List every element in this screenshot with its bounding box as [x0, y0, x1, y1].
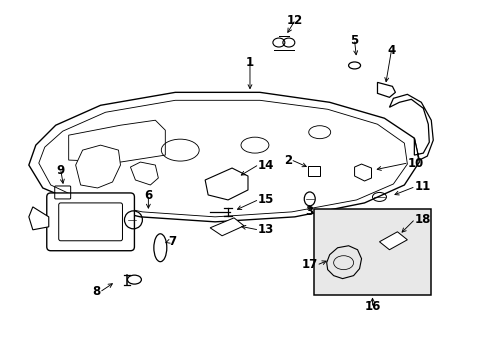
- Polygon shape: [130, 162, 158, 185]
- Text: 8: 8: [92, 285, 101, 298]
- Text: 13: 13: [258, 223, 274, 236]
- Text: 15: 15: [258, 193, 274, 206]
- Text: 3: 3: [305, 205, 313, 219]
- Text: 12: 12: [286, 14, 302, 27]
- Text: 17: 17: [301, 258, 317, 271]
- Polygon shape: [76, 145, 120, 188]
- Text: 5: 5: [350, 34, 358, 47]
- Text: 16: 16: [364, 300, 380, 313]
- Text: 4: 4: [386, 44, 395, 57]
- Polygon shape: [29, 207, 49, 230]
- Text: 9: 9: [57, 163, 65, 176]
- Polygon shape: [313, 209, 430, 294]
- Polygon shape: [354, 164, 371, 181]
- Text: 11: 11: [413, 180, 430, 193]
- Text: 7: 7: [168, 235, 176, 248]
- FancyBboxPatch shape: [47, 193, 134, 251]
- Polygon shape: [379, 232, 407, 250]
- Text: 10: 10: [407, 157, 423, 170]
- Polygon shape: [388, 94, 432, 160]
- Text: 18: 18: [413, 213, 430, 226]
- Polygon shape: [377, 82, 395, 97]
- Text: 2: 2: [283, 154, 291, 167]
- Text: 14: 14: [258, 158, 274, 172]
- Text: 1: 1: [245, 56, 254, 69]
- Polygon shape: [205, 168, 247, 200]
- Polygon shape: [210, 218, 244, 236]
- Polygon shape: [68, 120, 165, 162]
- Polygon shape: [307, 166, 319, 176]
- Text: 6: 6: [144, 189, 152, 202]
- Polygon shape: [29, 92, 419, 222]
